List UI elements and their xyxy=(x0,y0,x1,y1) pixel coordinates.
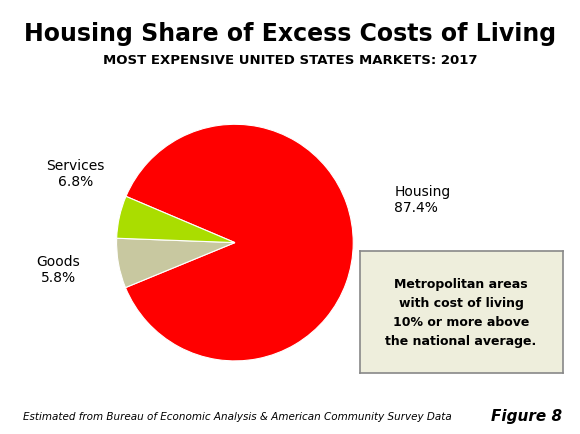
Text: Goods
5.8%: Goods 5.8% xyxy=(36,254,80,284)
Wedge shape xyxy=(117,197,235,243)
Text: Housing
87.4%: Housing 87.4% xyxy=(394,184,451,215)
Text: MOST EXPENSIVE UNITED STATES MARKETS: 2017: MOST EXPENSIVE UNITED STATES MARKETS: 20… xyxy=(103,54,477,67)
Text: Estimated from Bureau of Economic Analysis & American Community Survey Data: Estimated from Bureau of Economic Analys… xyxy=(23,411,452,421)
Wedge shape xyxy=(125,125,353,361)
Wedge shape xyxy=(117,239,235,288)
Text: Services
6.8%: Services 6.8% xyxy=(46,158,104,189)
Text: Housing Share of Excess Costs of Living: Housing Share of Excess Costs of Living xyxy=(24,22,556,46)
Text: Metropolitan areas
with cost of living
10% or more above
the national average.: Metropolitan areas with cost of living 1… xyxy=(386,278,536,347)
Text: Figure 8: Figure 8 xyxy=(491,408,563,423)
